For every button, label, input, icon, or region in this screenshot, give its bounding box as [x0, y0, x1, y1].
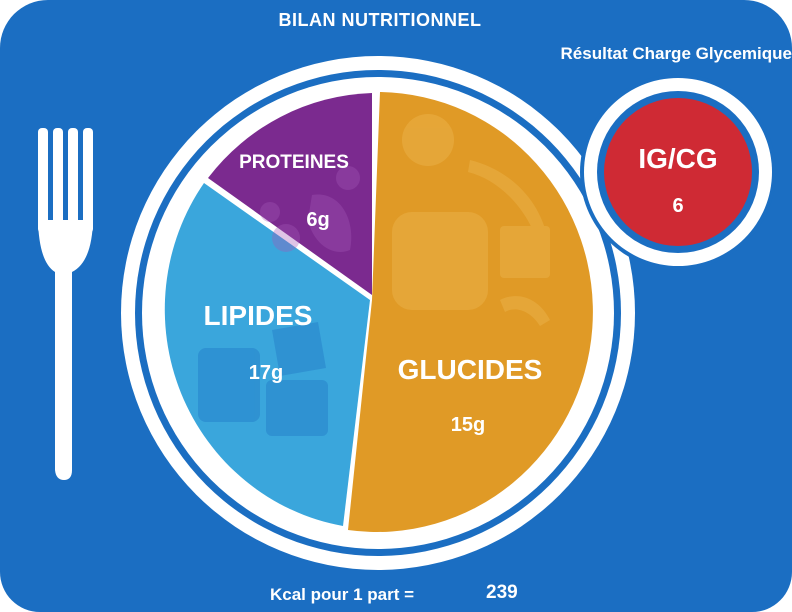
kcal-value: 239	[486, 582, 518, 603]
bread-icon	[392, 114, 550, 326]
protein-food-icon	[260, 166, 360, 252]
ig-cg-value: 6	[672, 195, 683, 217]
lipides-value: 17g	[249, 362, 283, 384]
glucides-section	[348, 92, 593, 532]
lipides-section	[164, 183, 370, 526]
page-title: BILAN NUTRITIONNEL	[278, 10, 482, 30]
cheese-icon	[198, 322, 328, 436]
proteines-label: PROTEINES	[239, 152, 349, 173]
kcal-label: Kcal pour 1 part =	[270, 585, 415, 604]
proteines-section	[208, 93, 372, 295]
glucides-label: GLUCIDES	[398, 354, 543, 385]
ig-cg-badge: IG/CG 6	[580, 74, 776, 270]
page-subtitle: Résultat Charge Glycemique	[560, 44, 792, 63]
proteines-value: 6g	[306, 209, 329, 231]
fork-icon	[38, 128, 93, 480]
lipides-label: LIPIDES	[204, 300, 313, 331]
food-illustrations	[198, 114, 550, 436]
glucides-value: 15g	[451, 414, 485, 436]
ig-cg-label: IG/CG	[638, 143, 717, 174]
